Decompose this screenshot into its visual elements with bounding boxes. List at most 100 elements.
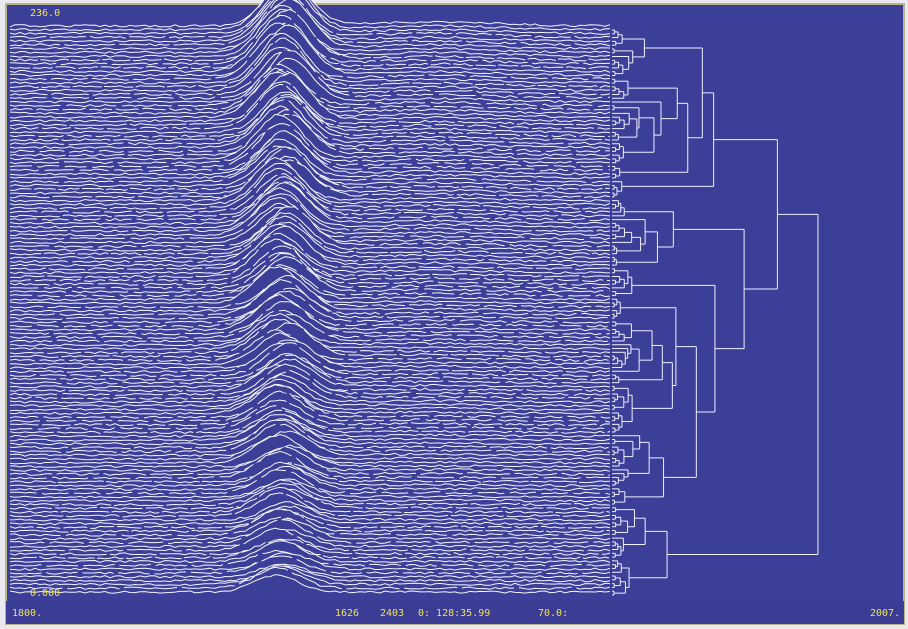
trace: [9, 354, 611, 385]
trace: [9, 8, 611, 62]
trace: [9, 565, 611, 587]
trace: [9, 212, 611, 252]
trace: [9, 72, 611, 123]
trace: [9, 293, 611, 332]
trace: [9, 358, 611, 389]
trace: [9, 0, 611, 39]
trace-mask: [10, 574, 612, 600]
trace: [9, 263, 611, 298]
status-item: 1626: [335, 608, 359, 619]
trace: [9, 501, 611, 522]
trace: [9, 0, 611, 51]
status-item: 2007.: [870, 608, 900, 619]
trace: [9, 508, 611, 533]
trace: [10, 399, 611, 427]
trace: [9, 492, 611, 518]
trace: [9, 206, 611, 248]
trace: [9, 519, 611, 545]
trace: [9, 483, 611, 507]
trace: [9, 274, 611, 313]
trace: [9, 538, 611, 560]
trace: [9, 479, 611, 503]
trace: [9, 529, 611, 549]
trace: [9, 297, 611, 328]
trace: [9, 378, 611, 408]
trace: [9, 373, 611, 404]
trace: [9, 245, 611, 282]
trace: [9, 313, 611, 343]
trace: [9, 538, 611, 556]
trace: [9, 353, 611, 381]
trace: [9, 57, 610, 104]
trace: [9, 486, 611, 514]
trace: [9, 418, 611, 446]
trace: [9, 130, 611, 176]
trace: [9, 444, 611, 469]
trace: [9, 409, 611, 435]
trace: [9, 123, 611, 169]
trace: [9, 446, 611, 476]
trace: [10, 527, 611, 552]
trace: [9, 14, 611, 66]
trace: [9, 339, 611, 370]
trace: [9, 94, 611, 138]
trace: [9, 0, 611, 35]
trace: [9, 0, 611, 47]
dendrogram: [612, 29, 819, 596]
trace: [9, 176, 611, 218]
trace: [9, 181, 611, 222]
trace-mask: [10, 567, 612, 600]
top-value-label: 236.0: [30, 8, 60, 19]
trace: [9, 256, 611, 294]
trace: [9, 80, 611, 127]
trace: [9, 225, 611, 267]
trace: [9, 342, 611, 378]
trace: [9, 462, 611, 484]
trace: [9, 91, 611, 134]
trace: [9, 461, 611, 488]
trace: [9, 414, 611, 442]
trace: [10, 450, 610, 480]
trace: [9, 96, 611, 142]
trace: [9, 290, 611, 324]
trace: [9, 162, 611, 206]
trace: [10, 24, 611, 77]
trace: [9, 563, 611, 579]
trace: [9, 478, 611, 499]
trace: [9, 98, 611, 146]
trace: [9, 159, 611, 199]
trace: [9, 392, 611, 419]
trace: [9, 390, 611, 423]
trace: [9, 363, 611, 397]
trace: [9, 0, 611, 32]
bottom-value-label: 0.000: [30, 588, 60, 599]
trace: [9, 287, 611, 321]
status-item: 2403: [380, 608, 404, 619]
trace: [9, 63, 611, 108]
trace: [9, 574, 611, 594]
trace: [9, 540, 611, 564]
spectra-waterfall: [9, 0, 612, 601]
trace: [9, 301, 611, 336]
trace: [9, 518, 611, 541]
trace: [9, 565, 611, 583]
status-item: 0: 128:35.99: [418, 608, 490, 619]
trace: [9, 566, 611, 590]
trace: [9, 414, 611, 438]
trace: [9, 251, 611, 286]
status-item: 70.0:: [538, 608, 568, 619]
status-item: 1800.: [12, 608, 42, 619]
trace: [10, 146, 610, 191]
trace: [9, 181, 611, 225]
trace: [9, 221, 611, 260]
trace: [9, 312, 611, 347]
trace: [9, 187, 611, 229]
trace: [9, 384, 611, 415]
trace: [9, 124, 611, 165]
trace: [9, 488, 610, 510]
trace: [9, 322, 611, 359]
trace: [9, 0, 611, 28]
trace: [9, 32, 611, 85]
